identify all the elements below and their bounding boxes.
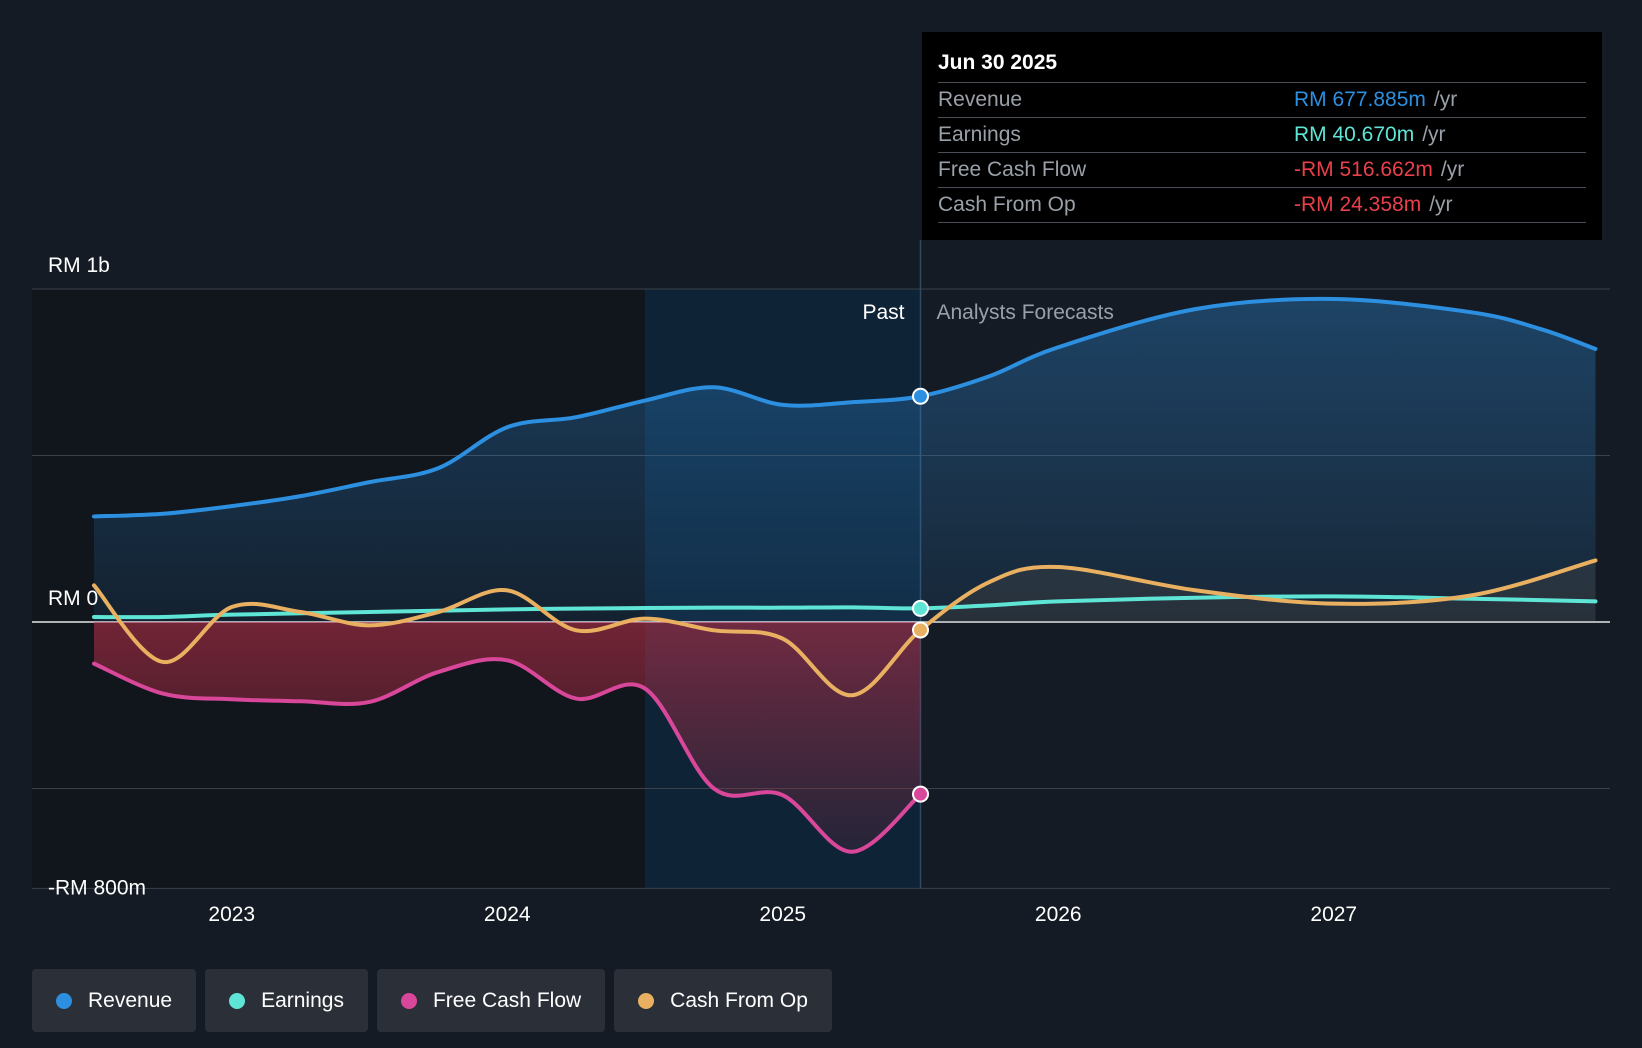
x-tick-label: 2026 — [1035, 903, 1082, 926]
cash-from-op-line — [92, 558, 1598, 698]
cash-from-op-forecast-area — [920, 560, 1596, 630]
cash-from-op-marker[interactable] — [912, 621, 929, 639]
tooltip-unit: /yr — [1429, 193, 1453, 216]
tooltip-date: Jun 30 2025 — [938, 51, 1058, 74]
tooltip-value: RM 40.670m — [1294, 123, 1415, 146]
legend-dot-icon — [400, 992, 417, 1009]
x-tick-label: 2027 — [1310, 903, 1357, 926]
legend-label: Revenue — [88, 988, 173, 1012]
free-cash-flow-marker[interactable] — [912, 785, 929, 803]
legend-item-earnings[interactable]: Earnings — [205, 969, 368, 1032]
chart-legend: Revenue Earnings Free Cash Flow Cash Fro… — [32, 969, 832, 1032]
tooltip-row-cash-from-op: Cash From Op -RM 24.358m /yr — [938, 187, 1586, 223]
tooltip-unit: /yr — [1422, 123, 1446, 146]
legend-dot-icon — [638, 992, 655, 1009]
past-label: Past — [862, 301, 904, 324]
tooltip-value: RM 677.885m — [1294, 88, 1426, 111]
tooltip-row-revenue: Revenue RM 677.885m /yr — [938, 82, 1586, 117]
tooltip-value: -RM 516.662m — [1294, 158, 1433, 181]
x-tick-label: 2025 — [759, 903, 806, 926]
legend-item-free-cash-flow[interactable]: Free Cash Flow — [376, 969, 606, 1032]
legend-dot-icon — [229, 992, 246, 1009]
legend-label: Earnings — [261, 988, 344, 1012]
tooltip-label: Free Cash Flow — [938, 158, 1087, 181]
revenue-line — [92, 296, 1598, 519]
earnings-line — [92, 594, 1598, 620]
hover-tooltip: Jun 30 2025 Revenue RM 677.885m /yr Earn… — [922, 32, 1602, 240]
x-tick-label: 2024 — [484, 903, 531, 926]
tooltip-unit: /yr — [1433, 88, 1458, 111]
y-label-bottom: -RM 800m — [48, 876, 146, 899]
legend-item-revenue[interactable]: Revenue — [32, 969, 197, 1032]
y-label-top: RM 1b — [48, 254, 110, 277]
free-cash-flow-area — [94, 622, 921, 852]
tooltip-label: Revenue — [938, 88, 1023, 111]
tooltip-value: -RM 24.358m — [1294, 193, 1422, 216]
legend-item-cash-from-op[interactable]: Cash From Op — [614, 969, 832, 1032]
financial-chart: RM 1b RM 0 -RM 800m 2023 2024 2025 2026 2027 Pas… — [32, 240, 1610, 926]
free-cash-flow-line — [92, 657, 923, 854]
forecast-label: Analysts Forecasts — [937, 301, 1114, 324]
x-tick-label: 2023 — [208, 903, 255, 926]
revenue-area — [94, 298, 1596, 622]
tooltip-row-free-cash-flow: Free Cash Flow -RM 516.662m /yr — [938, 152, 1586, 187]
earnings-marker[interactable] — [912, 599, 929, 617]
legend-label: Free Cash Flow — [432, 988, 582, 1012]
tooltip-unit: /yr — [1440, 158, 1465, 181]
tooltip-label: Cash From Op — [938, 193, 1076, 216]
tooltip-row-earnings: Earnings RM 40.670m /yr — [938, 117, 1586, 152]
y-label-zero: RM 0 — [48, 587, 98, 610]
revenue-marker[interactable] — [912, 387, 929, 405]
tooltip-label: Earnings — [938, 123, 1021, 146]
legend-dot-icon — [56, 992, 72, 1009]
legend-label: Cash From Op — [670, 988, 808, 1012]
